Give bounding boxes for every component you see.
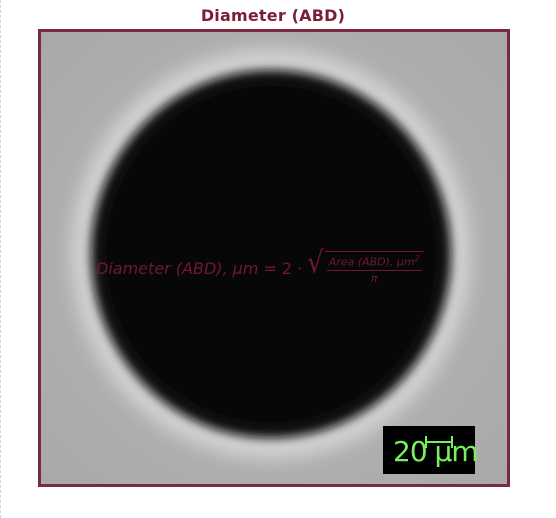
particle-core xyxy=(106,86,436,422)
formula-multiply: · xyxy=(297,258,303,278)
radical-sign-icon: √ xyxy=(307,246,324,281)
particle-image xyxy=(41,32,507,484)
scale-bar-right-tick xyxy=(451,436,453,448)
formula-numerator: Area (ABD), μm2 xyxy=(326,253,422,271)
formula-coefficient: 2 xyxy=(281,258,293,278)
formula-denominator: π xyxy=(370,271,378,285)
scale-bar: 20 μm xyxy=(383,426,479,474)
scale-bar-left-tick xyxy=(425,436,427,448)
page-edge-dashed-line xyxy=(0,0,1,518)
formula-square-root: √ Area (ABD), μm2 π xyxy=(307,246,424,285)
scale-bar-line xyxy=(426,441,452,443)
formula-lhs: Diameter (ABD), μm xyxy=(96,258,259,278)
formula-numerator-power: 2 xyxy=(414,253,420,263)
page-title: Diameter (ABD) xyxy=(200,6,346,25)
formula-fraction: Area (ABD), μm2 π xyxy=(324,250,424,285)
abd-diameter-formula: Diameter (ABD), μm = 2 · √ Area (ABD), μ… xyxy=(96,246,424,290)
scale-bar-label: 20 μm xyxy=(393,435,479,468)
formula-equals: = xyxy=(263,258,277,278)
formula-numerator-text: Area (ABD), μm xyxy=(328,255,415,269)
particle-image-frame: Diameter (ABD), μm = 2 · √ Area (ABD), μ… xyxy=(38,29,510,487)
